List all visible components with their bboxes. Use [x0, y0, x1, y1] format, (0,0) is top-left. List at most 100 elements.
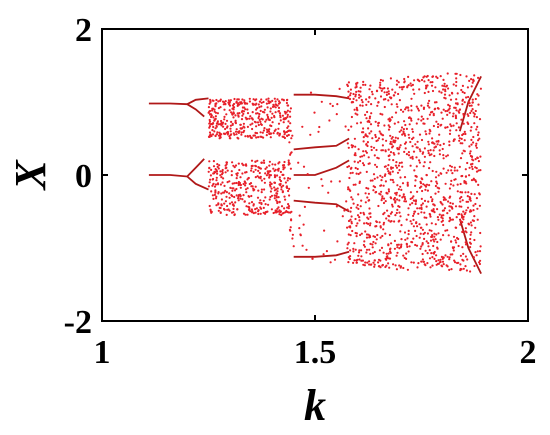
- data-point: [401, 133, 404, 136]
- axis-ticks: 1 1.5 2-202: [64, 12, 537, 371]
- data-point: [409, 82, 412, 85]
- data-point: [303, 205, 306, 208]
- data-point: [439, 238, 442, 241]
- data-point: [289, 226, 292, 229]
- data-point: [368, 115, 372, 118]
- data-point: [420, 177, 423, 180]
- data-point: [401, 165, 404, 168]
- data-point: [436, 246, 439, 249]
- data-point: [469, 221, 472, 224]
- data-point: [244, 184, 247, 187]
- data-point: [376, 104, 379, 107]
- data-point: [470, 224, 473, 227]
- data-point: [417, 212, 420, 215]
- data-point: [338, 87, 341, 90]
- data-point: [208, 122, 211, 125]
- data-point: [282, 184, 285, 187]
- data-point: [397, 188, 400, 191]
- data-point: [344, 125, 347, 128]
- data-point: [463, 139, 466, 142]
- data-point: [396, 105, 399, 108]
- data-point: [404, 197, 407, 201]
- data-point: [443, 197, 446, 200]
- data-point: [365, 233, 369, 236]
- data-point: [254, 103, 257, 106]
- data-point: [400, 243, 403, 246]
- data-point: [217, 123, 220, 126]
- data-point: [391, 145, 395, 148]
- data-point: [379, 81, 382, 84]
- data-point: [365, 248, 369, 251]
- data-point: [258, 118, 261, 121]
- data-point: [428, 229, 431, 232]
- data-point: [458, 137, 461, 140]
- data-point: [438, 213, 441, 216]
- data-point: [446, 265, 449, 268]
- data-point: [475, 146, 478, 149]
- data-point: [444, 90, 447, 93]
- data-point: [375, 89, 379, 92]
- data-point: [393, 94, 396, 97]
- data-point: [409, 203, 412, 206]
- data-point: [348, 176, 351, 180]
- data-point: [269, 110, 272, 113]
- data-point: [229, 186, 232, 189]
- data-point: [389, 77, 392, 80]
- data-point: [442, 234, 445, 237]
- data-point: [223, 115, 226, 118]
- data-point: [379, 112, 382, 115]
- branch-line: [293, 199, 350, 213]
- data-point: [288, 228, 291, 231]
- data-point: [387, 170, 390, 173]
- data-point: [447, 103, 450, 106]
- data-point: [371, 252, 375, 255]
- data-point: [408, 123, 411, 126]
- data-point: [468, 241, 472, 244]
- data-point: [477, 131, 480, 134]
- data-point: [250, 194, 253, 198]
- data-point: [469, 270, 472, 273]
- data-point: [211, 133, 215, 136]
- data-point: [411, 130, 414, 133]
- data-point: [427, 143, 430, 146]
- data-point: [446, 126, 449, 129]
- data-point: [425, 223, 428, 226]
- data-point: [431, 210, 434, 213]
- data-point: [355, 99, 358, 102]
- data-point: [290, 218, 293, 221]
- data-point: [479, 245, 482, 248]
- data-point: [234, 164, 238, 167]
- data-point: [459, 142, 462, 145]
- data-point: [428, 167, 431, 170]
- data-point: [375, 238, 378, 241]
- data-point: [460, 137, 463, 140]
- data-point: [420, 211, 423, 214]
- data-point: [468, 79, 471, 82]
- data-point: [346, 247, 349, 250]
- data-point: [387, 188, 390, 191]
- data-point: [236, 98, 239, 101]
- data-point: [478, 137, 481, 140]
- data-point: [414, 229, 417, 232]
- data-point: [220, 124, 223, 127]
- data-point: [434, 176, 438, 179]
- data-point: [395, 79, 399, 82]
- data-point: [366, 144, 369, 148]
- data-point: [268, 164, 271, 167]
- data-point: [389, 140, 392, 143]
- data-point: [439, 144, 442, 147]
- data-point: [282, 99, 285, 102]
- data-point: [246, 187, 249, 190]
- data-point: [343, 209, 346, 212]
- data-point: [286, 210, 289, 214]
- data-point: [441, 260, 445, 263]
- data-point: [416, 225, 419, 228]
- data-point: [472, 135, 475, 139]
- data-point: [274, 209, 277, 212]
- data-point: [213, 193, 216, 196]
- data-point: [354, 152, 357, 155]
- data-point: [401, 88, 404, 91]
- data-point: [416, 207, 419, 210]
- data-point: [354, 248, 357, 251]
- data-point: [458, 108, 462, 111]
